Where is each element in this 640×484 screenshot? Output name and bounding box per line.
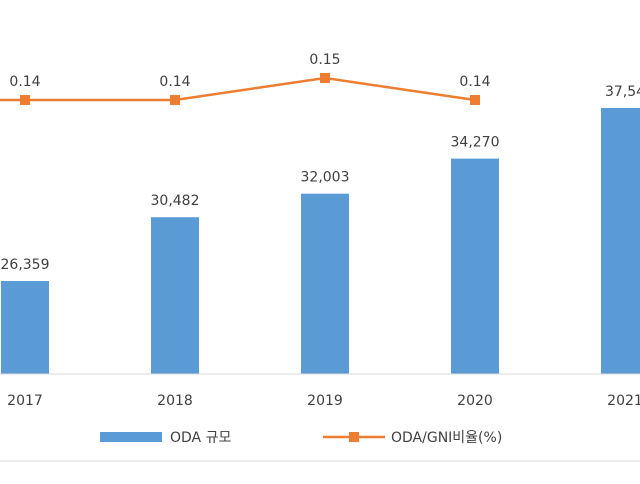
bar-label-2017: 26,359 — [1, 257, 50, 273]
bar-2017 — [1, 281, 49, 374]
line-label-2020: 0.14 — [459, 74, 490, 90]
line-layer — [0, 73, 480, 105]
bar-2021 — [601, 108, 640, 374]
line-marker-2019 — [320, 73, 330, 83]
x-tick-2019: 2019 — [307, 393, 343, 409]
legend-swatch-oda — [100, 432, 162, 442]
line-marker-2020 — [470, 95, 480, 105]
bar-label-2019: 32,003 — [301, 170, 350, 186]
x-tick-2017: 2017 — [7, 393, 43, 409]
bar-2019 — [301, 194, 349, 374]
bar-label-2018: 30,482 — [151, 193, 200, 209]
bar-label-2021: 37,54 — [605, 84, 640, 100]
legend-label-oda: ODA 규모 — [170, 430, 231, 446]
line-label-2019: 0.15 — [309, 52, 340, 68]
line-marker-2018 — [170, 95, 180, 105]
x-tick-2021: 2021 — [607, 393, 640, 409]
bars-layer — [1, 108, 640, 374]
line-series-oda-gni — [0, 78, 475, 100]
x-axis: 2017 2018 2019 2020 2021 — [0, 374, 640, 409]
x-tick-2020: 2020 — [457, 393, 493, 409]
legend-marker-oda-gni — [349, 432, 359, 442]
line-label-2018: 0.14 — [159, 74, 190, 90]
x-tick-2018: 2018 — [157, 393, 193, 409]
bar-label-2020: 34,270 — [451, 135, 500, 151]
bar-2020 — [451, 159, 499, 374]
line-marker-2017 — [20, 95, 30, 105]
legend: ODA 규모 ODA/GNI비율(%) — [100, 430, 502, 446]
legend-label-oda-gni: ODA/GNI비율(%) — [391, 430, 502, 446]
line-label-2017: 0.14 — [9, 74, 40, 90]
bar-2018 — [151, 217, 199, 374]
